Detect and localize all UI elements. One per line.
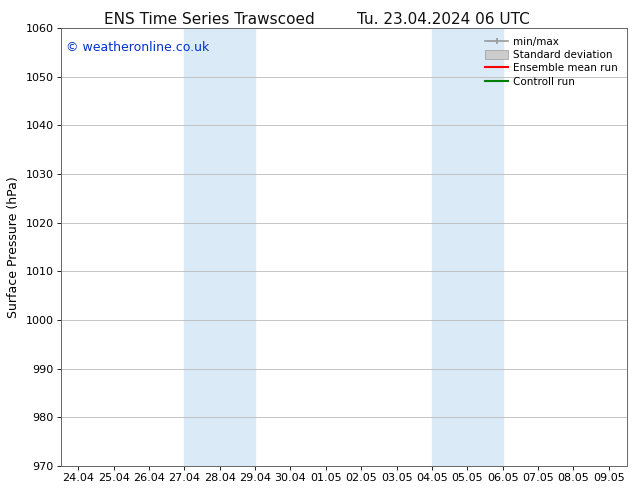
Bar: [432, 28, 503, 466]
Text: © weatheronline.co.uk: © weatheronline.co.uk: [66, 41, 209, 54]
Y-axis label: Surface Pressure (hPa): Surface Pressure (hPa): [7, 176, 20, 318]
Bar: [184, 28, 255, 466]
Legend: min/max, Standard deviation, Ensemble mean run, Controll run: min/max, Standard deviation, Ensemble me…: [482, 33, 621, 90]
Text: ENS Time Series Trawscoed: ENS Time Series Trawscoed: [104, 12, 314, 27]
Text: Tu. 23.04.2024 06 UTC: Tu. 23.04.2024 06 UTC: [358, 12, 530, 27]
